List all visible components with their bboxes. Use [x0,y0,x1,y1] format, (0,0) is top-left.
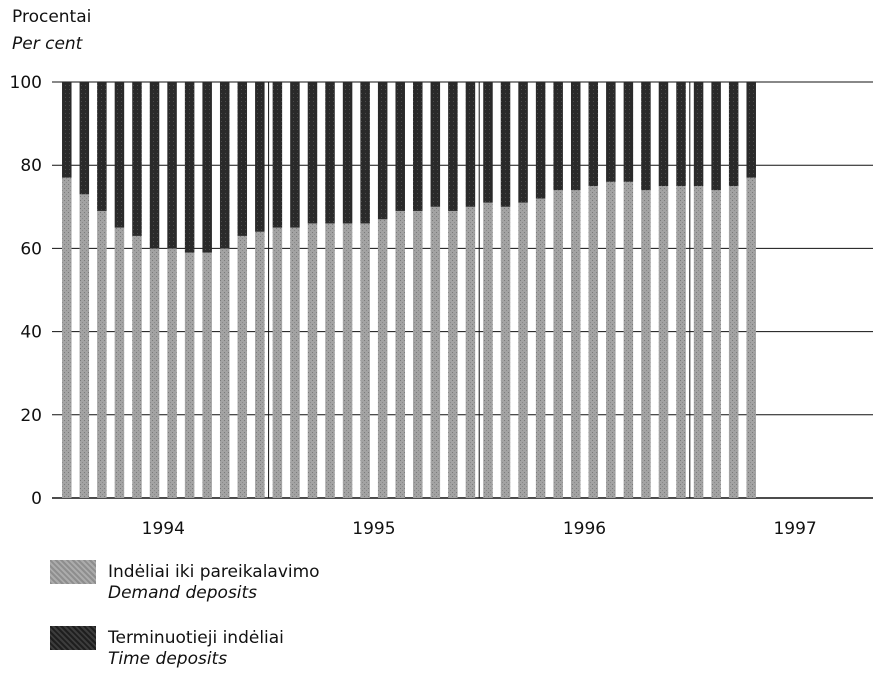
bar-demand-deposits [606,181,616,498]
bar-demand-deposits [465,206,476,499]
bar-time-deposits [342,82,353,224]
bar-time-deposits [535,82,546,199]
bar-demand-deposits [448,210,458,498]
bar-demand-deposits [413,210,423,498]
bar-demand-deposits [588,186,599,498]
bar-demand-deposits [658,186,669,498]
bar-demand-deposits [167,248,177,498]
bar-demand-deposits [184,252,195,498]
bar-demand-deposits [570,190,581,498]
bar-time-deposits [588,82,599,186]
bar-time-deposits [658,82,669,186]
bar-demand-deposits [518,202,528,498]
bar-demand-deposits [483,202,493,498]
bar-time-deposits [360,82,370,224]
bar-time-deposits [641,82,651,191]
legend-label-en: Time deposits [108,649,228,669]
legend-swatch-time-deposits [50,626,96,650]
y-tick-label: 80 [20,156,42,176]
x-tick-label: 1994 [142,519,185,539]
bar-time-deposits [623,82,634,182]
bar-time-deposits [290,82,300,228]
legend-label-lt: Terminuotieji indėliai [108,628,284,648]
bar-time-deposits [746,82,756,178]
bar-time-deposits [167,82,177,249]
bar-demand-deposits [623,181,634,498]
bar-demand-deposits [693,186,704,498]
bar-demand-deposits [395,210,405,498]
bar-time-deposits [676,82,686,186]
bar-time-deposits [219,82,230,249]
bar-time-deposits [149,82,160,249]
bar-time-deposits [395,82,405,211]
bar-demand-deposits [149,248,160,498]
bar-demand-deposits [500,206,511,499]
bar-time-deposits [518,82,528,203]
bar-demand-deposits [535,198,546,499]
bar-time-deposits [79,82,90,195]
bar-demand-deposits [325,223,335,498]
bar-time-deposits [377,82,388,220]
bar-demand-deposits [307,223,318,498]
legend-label-en: Demand deposits [108,583,258,603]
bar-time-deposits [62,82,72,178]
bar-demand-deposits [219,248,230,498]
bar-time-deposits [272,82,283,228]
bar-demand-deposits [360,223,370,498]
bar-demand-deposits [62,177,72,498]
y-tick-label: 60 [20,239,42,259]
bar-time-deposits [202,82,212,253]
stacked-bar-chart: 0 20 40 60 80 100 1994 1995 1996 1997 [10,73,873,539]
legend-label-lt: Indėliai iki pareikalavimo [108,562,320,582]
x-tick-label: 1997 [773,519,816,539]
bar-time-deposits [465,82,476,207]
x-tick-label: 1995 [352,519,395,539]
bar-demand-deposits [728,186,739,498]
y-tick-label: 40 [20,323,42,343]
y-tick-label: 100 [10,73,42,93]
bar-time-deposits [728,82,739,186]
bar-time-deposits [553,82,563,191]
y-tick-label: 20 [20,406,42,426]
bar-time-deposits [430,82,441,207]
bar-demand-deposits [132,235,142,499]
bar-demand-deposits [711,190,721,498]
bar-demand-deposits [272,227,283,498]
bar-time-deposits [325,82,335,224]
bar-time-deposits [448,82,458,211]
bar-demand-deposits [255,231,265,498]
bar-time-deposits [307,82,318,224]
bar-time-deposits [500,82,511,207]
bar-time-deposits [693,82,704,186]
bar-demand-deposits [676,186,686,498]
bar-demand-deposits [202,252,212,498]
bar-demand-deposits [114,227,125,498]
bar-demand-deposits [79,194,90,498]
y-axis-title-english: Per cent [12,34,83,54]
bar-time-deposits [570,82,581,191]
bar-demand-deposits [97,210,107,498]
bar-demand-deposits [553,190,563,498]
bar-time-deposits [97,82,107,211]
x-tick-label: 1996 [563,519,606,539]
legend-swatch-demand-deposits [50,560,96,584]
bar-demand-deposits [430,206,441,499]
bar-time-deposits [711,82,721,191]
bar-demand-deposits [377,219,388,498]
y-axis-title: Procentai [12,7,92,27]
bar-time-deposits [483,82,493,203]
bar-time-deposits [606,82,616,182]
bar-time-deposits [184,82,195,253]
bar-demand-deposits [237,235,248,499]
bar-time-deposits [132,82,142,236]
bar-time-deposits [114,82,125,228]
bar-time-deposits [413,82,423,211]
bar-demand-deposits [342,223,353,498]
bar-demand-deposits [746,177,756,498]
bar-time-deposits [255,82,265,232]
bar-time-deposits [237,82,248,236]
bar-demand-deposits [641,190,651,498]
y-tick-label: 0 [31,489,42,509]
bar-demand-deposits [290,227,300,498]
